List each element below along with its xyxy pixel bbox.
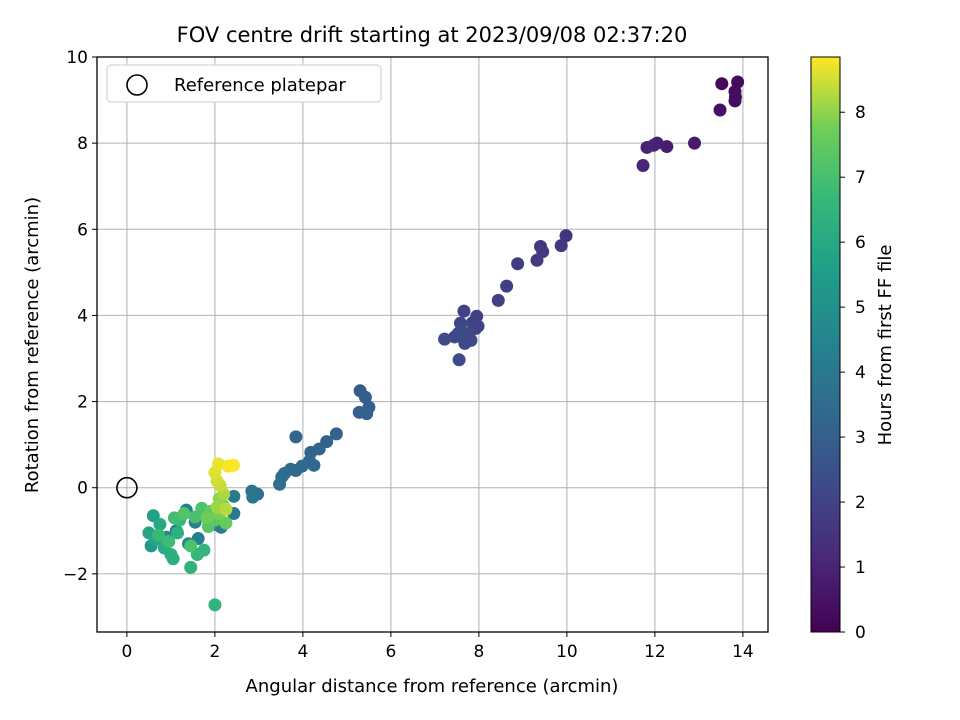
y-gridlines	[97, 56, 768, 575]
scatter-point	[329, 427, 343, 441]
scatter-point	[640, 140, 654, 154]
legend: Reference platepar	[106, 64, 382, 103]
scatter-point	[226, 458, 240, 472]
scatter-point	[177, 507, 191, 521]
scatter-point	[559, 229, 573, 243]
scatter-point	[219, 502, 233, 516]
scatter-point	[728, 90, 742, 104]
scatter-point	[211, 457, 225, 471]
scatter-point	[167, 511, 181, 525]
scatter-point	[184, 539, 198, 553]
x-tick-label: 8	[474, 642, 485, 662]
scatter-point	[273, 477, 287, 491]
colorbar-label: Hours from first FF file	[875, 245, 896, 446]
colorbar-tick-label: 3	[855, 428, 866, 448]
legend-marker-icon	[126, 74, 148, 96]
scatter-point	[554, 239, 568, 253]
colorbar-ticks: 0 1 2 3 4 5 6 7 8	[840, 103, 866, 643]
scatter-point	[715, 77, 729, 91]
colorbar	[810, 56, 841, 633]
scatter-point	[166, 552, 180, 566]
y-axis-label: Rotation from reference (arcmin)	[22, 197, 43, 493]
scatter-point	[511, 257, 525, 271]
y-tick-label: −2	[63, 565, 88, 585]
scatter-point	[352, 405, 366, 419]
x-tick-label: 10	[556, 642, 578, 662]
scatter-point	[530, 253, 544, 267]
scatter-point	[246, 490, 260, 504]
colorbar-tick-label: 2	[855, 493, 866, 513]
legend-box	[106, 64, 382, 103]
x-tick-label: 0	[122, 642, 133, 662]
x-tick-label: 2	[210, 642, 221, 662]
scatter-point	[500, 279, 514, 293]
y-tick-label: 6	[77, 220, 88, 240]
colorbar-tick-label: 4	[855, 363, 866, 383]
x-axis-ticks: 0 2 4 6 8 10 12 14	[122, 632, 754, 662]
y-tick-label: 0	[77, 479, 88, 499]
reference-marker	[116, 476, 138, 499]
colorbar-tick-label: 1	[855, 558, 866, 578]
data-points	[142, 75, 745, 612]
x-tick-label: 4	[298, 642, 309, 662]
colorbar-tick-label: 7	[855, 168, 866, 188]
scatter-point	[219, 516, 233, 530]
chart-title: FOV centre drift starting at 2023/09/08 …	[177, 23, 688, 47]
x-tick-label: 12	[644, 642, 666, 662]
y-tick-label: 4	[77, 306, 88, 326]
scatter-point	[227, 489, 241, 503]
colorbar-tick-label: 6	[855, 233, 866, 253]
scatter-point	[452, 353, 466, 367]
scatter-point	[208, 598, 222, 612]
colorbar-tick-label: 0	[855, 623, 866, 643]
x-axis-label: Angular distance from reference (arcmin)	[246, 676, 619, 697]
scatter-point	[307, 458, 321, 472]
y-tick-label: 8	[77, 134, 88, 154]
scatter-point	[289, 430, 303, 444]
scatter-point	[464, 333, 478, 347]
scatter-point	[184, 560, 198, 574]
scatter-point	[152, 528, 166, 542]
scatter-point	[162, 535, 176, 549]
scatter-point	[438, 332, 452, 346]
scatter-point	[636, 159, 650, 173]
y-axis-ticks: −2 0 2 4 6 8 10	[63, 48, 97, 585]
scatter-point	[153, 517, 167, 531]
scatter-point	[454, 324, 468, 338]
scatter-point	[200, 511, 214, 525]
y-tick-label: 10	[66, 48, 88, 68]
plot-frame	[96, 56, 769, 633]
colorbar-tick-label: 8	[855, 103, 866, 123]
scatter-point	[358, 390, 372, 404]
scatter-point	[171, 526, 185, 540]
x-gridlines	[126, 57, 744, 632]
x-tick-label: 6	[386, 642, 397, 662]
x-tick-label: 14	[732, 642, 754, 662]
colorbar-tick-label: 5	[855, 298, 866, 318]
scatter-point	[713, 103, 727, 117]
legend-label: Reference platepar	[174, 75, 346, 96]
scatter-point	[491, 293, 505, 307]
y-tick-label: 2	[77, 393, 88, 413]
scatter-point	[457, 304, 471, 318]
scatter-point	[688, 136, 702, 150]
